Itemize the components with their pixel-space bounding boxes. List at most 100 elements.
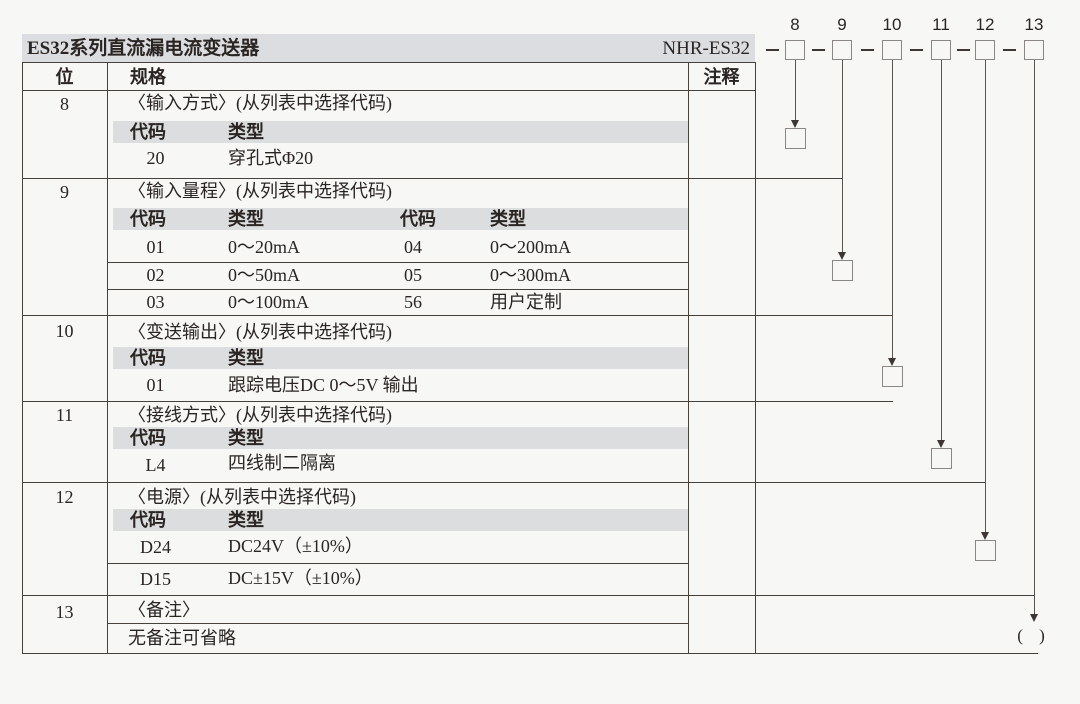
- dash-separator: [957, 49, 970, 51]
- digit-label-10: 10: [882, 15, 902, 34]
- position-box-10: [882, 40, 902, 60]
- col-header-spec: 规格: [130, 67, 166, 87]
- option-type: 0～20mA: [228, 237, 300, 257]
- section-13-title: 〈备注〉: [128, 600, 200, 620]
- section-11-code-header: 代码: [130, 428, 166, 448]
- arrow-down-icon: [888, 358, 896, 366]
- position-box-13: [1024, 40, 1044, 60]
- dash-separator: [910, 49, 923, 51]
- option-code: 04: [404, 237, 422, 257]
- option-code: 02: [146, 265, 165, 285]
- row9-divider-1: [107, 262, 688, 263]
- section-10-type-header: 类型: [228, 348, 264, 368]
- section-9-code-header: 代码: [130, 209, 166, 229]
- section-10-code-header: 代码: [130, 348, 166, 368]
- section-11-title: 〈接线方式〉(从列表中选择代码): [128, 405, 392, 425]
- option-type: 穿孔式Φ20: [228, 148, 314, 168]
- row-border-10-11: [22, 401, 893, 402]
- row-border-12-13: [22, 595, 1035, 596]
- row-border-8-9: [22, 178, 843, 179]
- section-9-type2-header: 类型: [490, 209, 526, 229]
- row13-divider: [107, 623, 688, 624]
- option-type: 0～300mA: [490, 265, 571, 285]
- position-column-border: [107, 62, 108, 653]
- section-8-type-header: 类型: [228, 122, 264, 142]
- dash-separator: [1003, 49, 1016, 51]
- table-left-border: [22, 62, 23, 653]
- option-type: DC±15V（±10%）: [228, 568, 373, 588]
- option-type: DC24V（±10%）: [228, 536, 363, 556]
- section-12-title: 〈电源〉(从列表中选择代码): [128, 487, 356, 507]
- digit-label-9: 9: [837, 15, 847, 34]
- option-type: 用户定制: [490, 292, 562, 312]
- model-code: NHR-ES32: [662, 38, 750, 59]
- option-type: 0～200mA: [490, 237, 571, 257]
- section-9-title: 〈输入量程〉(从列表中选择代码): [128, 181, 392, 201]
- option-type: 0～50mA: [228, 265, 300, 285]
- row9-divider-2: [107, 289, 688, 290]
- section-10-title: 〈变送输出〉(从列表中选择代码): [128, 322, 392, 342]
- section-11-header-band: [113, 427, 688, 449]
- section-8-title: 〈输入方式〉(从列表中选择代码): [128, 93, 392, 113]
- row-border-9-10: [22, 315, 892, 316]
- arrow-down-icon: [1030, 614, 1038, 622]
- digit-label-11: 11: [932, 15, 950, 34]
- section-12-code-header: 代码: [130, 510, 166, 530]
- option-code: 03: [146, 292, 165, 312]
- table-right-border: [755, 62, 756, 653]
- header-bottom-border: [22, 90, 756, 91]
- digit-label-13: 13: [1024, 15, 1044, 34]
- option-code: D15: [140, 569, 171, 589]
- option-type: 四线制二隔离: [228, 453, 336, 473]
- arrow-down-icon: [937, 440, 945, 448]
- section-9-header-band: [113, 208, 688, 230]
- section-13-note: 无备注可省略: [128, 628, 236, 648]
- connector-line-8: [795, 60, 796, 121]
- table-top-border: [22, 62, 756, 63]
- section-9-position: 9: [60, 182, 69, 202]
- code-target-box-11: [931, 448, 952, 469]
- title-bar: [22, 34, 755, 62]
- position-box-8: [785, 40, 805, 60]
- option-code: 05: [404, 265, 422, 285]
- note-column-border: [688, 62, 689, 653]
- connector-line-12: [985, 60, 986, 532]
- option-code: D24: [140, 537, 171, 557]
- position-box-12: [975, 40, 995, 60]
- dash-separator: [861, 49, 874, 51]
- code-target-box-8: [785, 128, 806, 149]
- position-box-11: [931, 40, 951, 60]
- code-target-box-9: [832, 260, 853, 281]
- col-header-position: 位: [55, 67, 74, 87]
- dash-separator: [766, 49, 779, 51]
- connector-line-13: [1034, 60, 1035, 614]
- section-11-position: 11: [55, 405, 74, 425]
- table-bottom-border: [22, 653, 1038, 654]
- option-code: 56: [404, 292, 422, 312]
- section-12-type-header: 类型: [228, 510, 264, 530]
- section-10-position: 10: [55, 321, 74, 341]
- option-code: 01: [146, 237, 165, 257]
- option-type: 跟踪电压DC 0～5V 输出: [228, 375, 419, 395]
- section-10-header-band: [113, 347, 688, 369]
- section-11-type-header: 类型: [228, 428, 264, 448]
- option-code: 01: [146, 375, 165, 395]
- code-target-box-10: [882, 366, 903, 387]
- section-8-code-header: 代码: [130, 122, 166, 142]
- connector-line-11: [941, 60, 942, 440]
- digit-label-8: 8: [790, 15, 800, 34]
- section-8-position: 8: [60, 94, 69, 114]
- page-title: ES32系列直流漏电流变送器: [27, 38, 260, 59]
- arrow-down-icon: [791, 120, 799, 128]
- option-code: 20: [146, 148, 165, 168]
- col-header-note: 注释: [703, 67, 740, 87]
- connector-line-10: [892, 60, 893, 358]
- section-9-type-header: 类型: [228, 209, 264, 229]
- arrow-down-icon: [838, 252, 846, 260]
- digit-label-12: 12: [975, 15, 995, 34]
- dash-separator: [812, 49, 825, 51]
- optional-parens: ( ): [1017, 626, 1051, 645]
- row12-divider: [107, 563, 688, 564]
- section-8-header-band: [113, 121, 688, 143]
- arrow-down-icon: [981, 532, 989, 540]
